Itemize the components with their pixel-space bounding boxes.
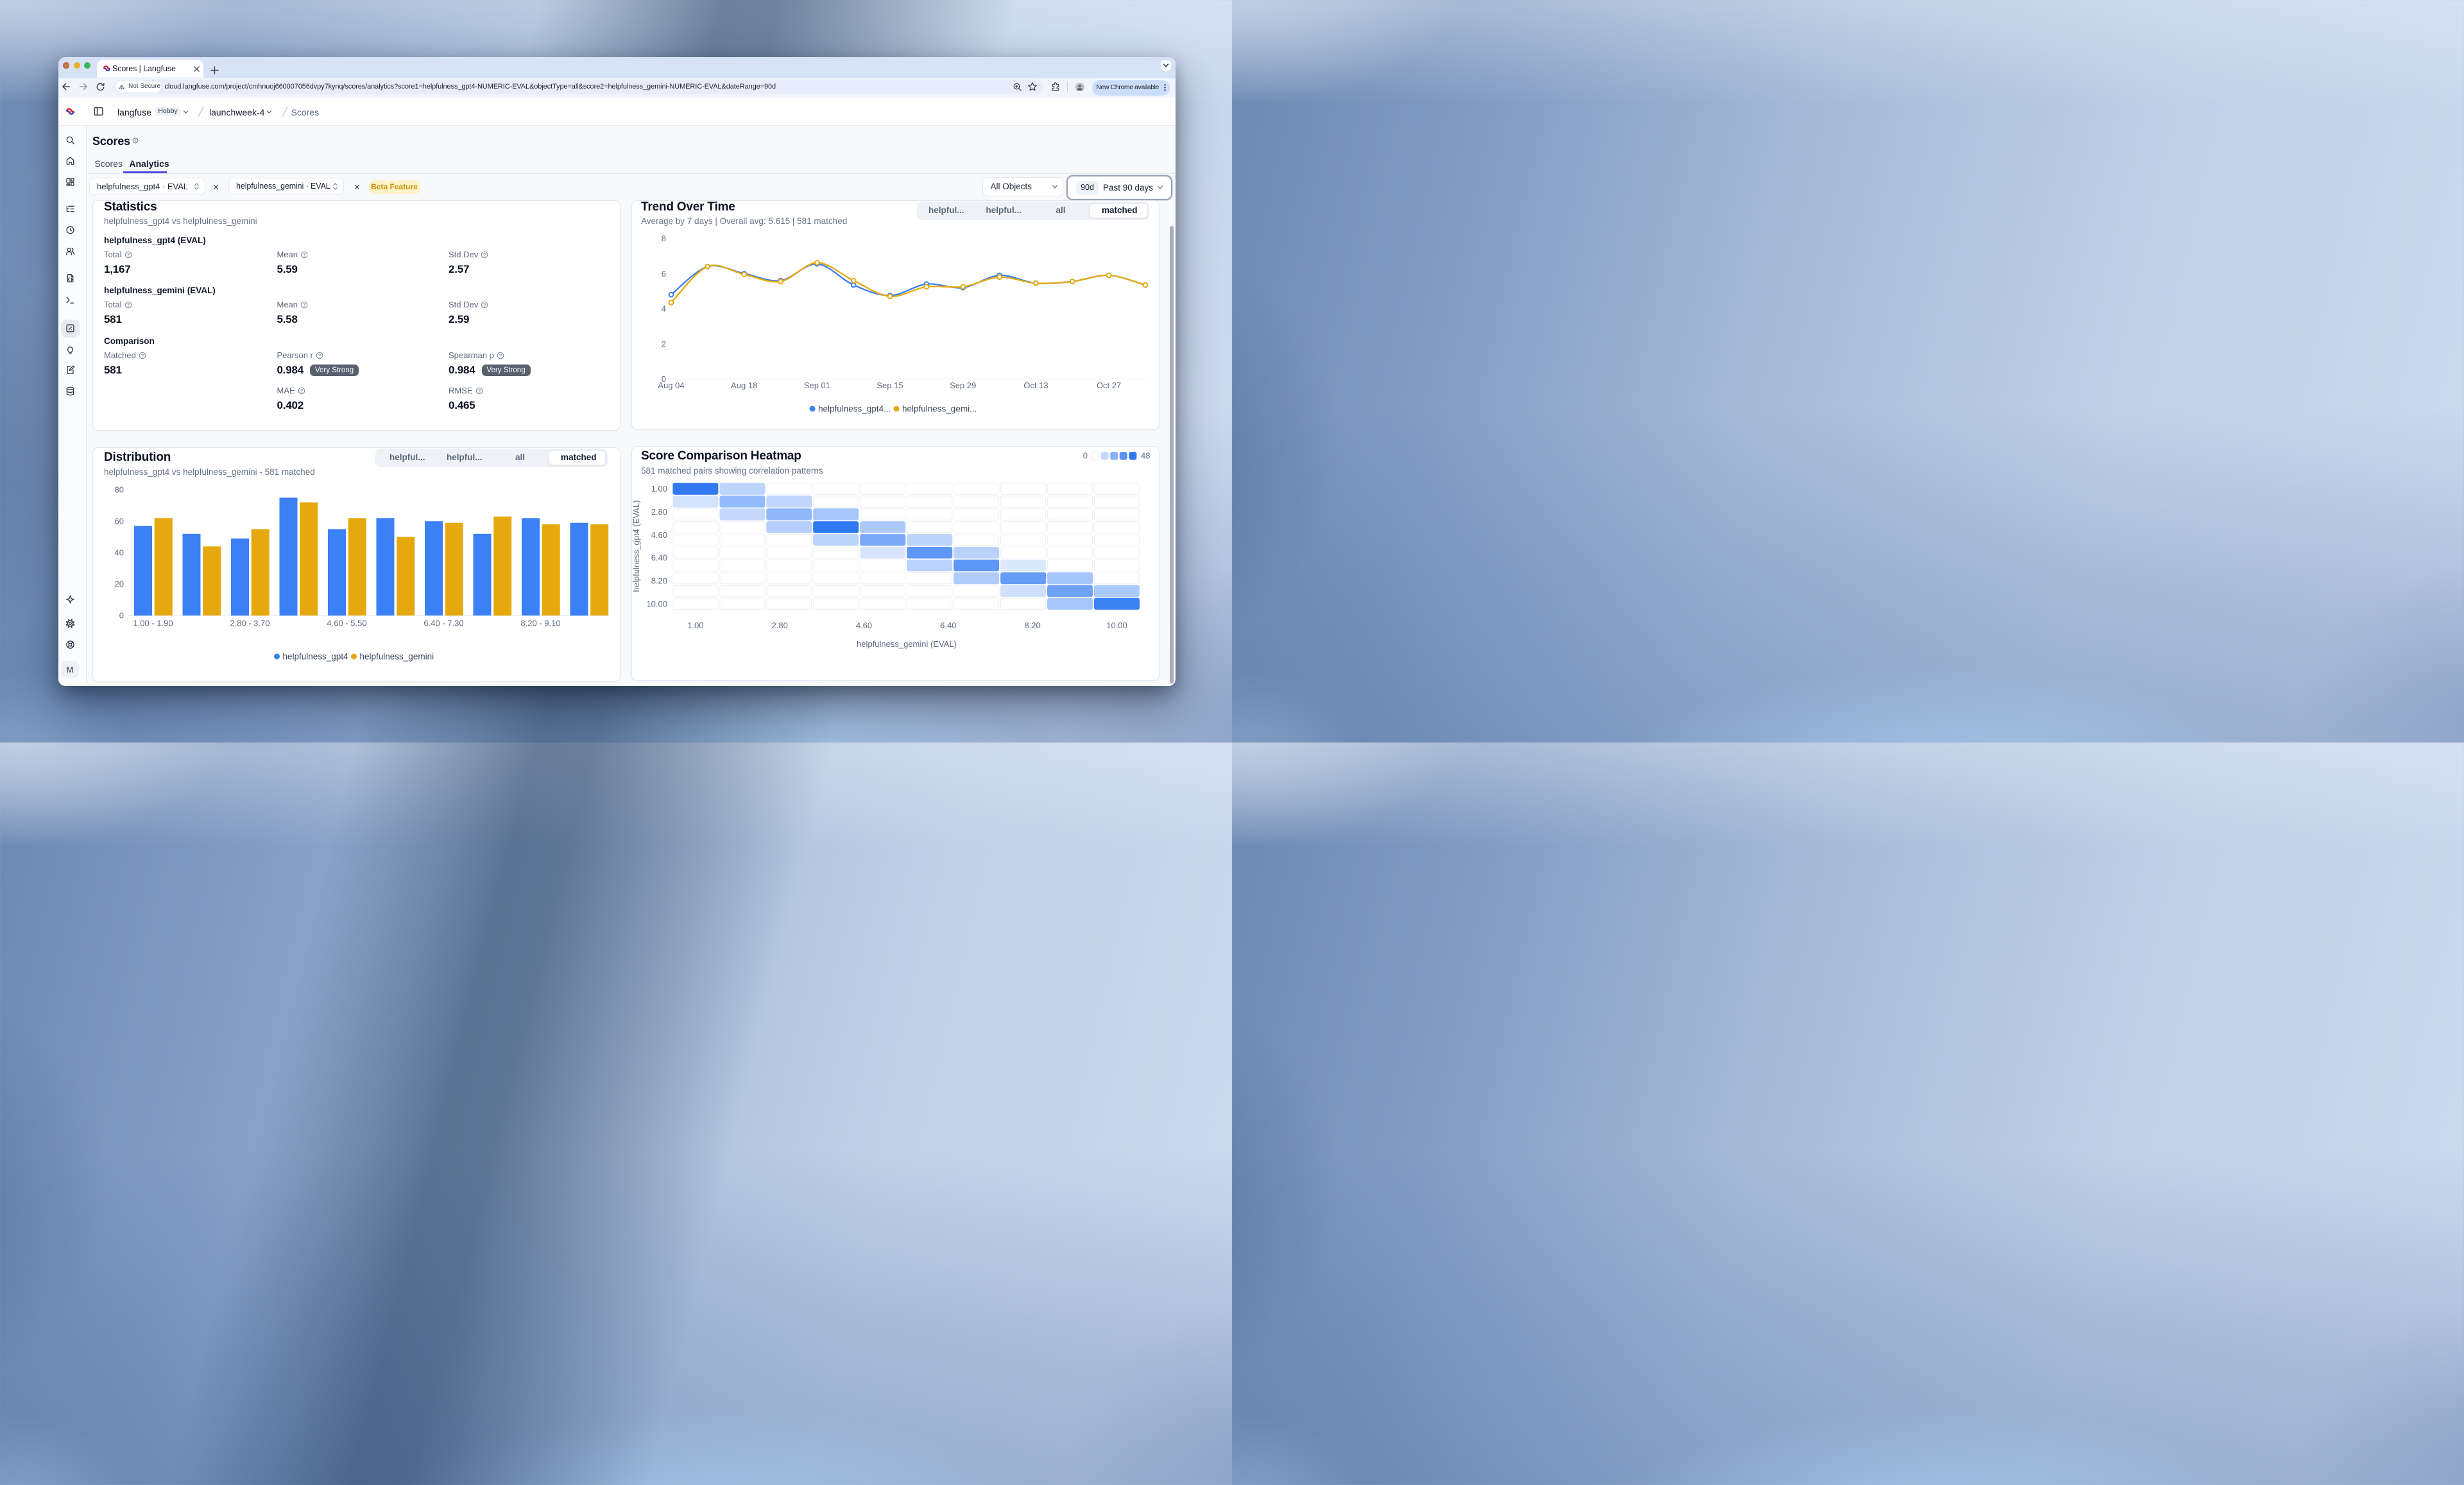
svg-text:helpfulness_gpt4 (EVAL): helpfulness_gpt4 (EVAL) xyxy=(631,501,641,592)
svg-text:2.80 - 3.70: 2.80 - 3.70 xyxy=(230,619,270,628)
svg-text:8.20 - 9.10: 8.20 - 9.10 xyxy=(520,619,560,628)
svg-text:helpfulness_gemi...: helpfulness_gemi... xyxy=(902,404,977,414)
svg-text:6.40 - 7.30: 6.40 - 7.30 xyxy=(424,619,463,628)
svg-text:6.40: 6.40 xyxy=(651,553,667,563)
svg-text:4.60: 4.60 xyxy=(856,621,872,630)
svg-text:helpfulness_gpt4...: helpfulness_gpt4... xyxy=(818,404,891,414)
svg-text:helpfulness_gemini (EVAL): helpfulness_gemini (EVAL) xyxy=(857,639,957,649)
svg-text:Aug 04: Aug 04 xyxy=(658,381,684,390)
svg-text:Oct 13: Oct 13 xyxy=(1023,381,1048,390)
svg-text:2.80: 2.80 xyxy=(772,621,788,630)
svg-text:Sep 01: Sep 01 xyxy=(804,381,830,390)
svg-text:Oct 27: Oct 27 xyxy=(1097,381,1121,390)
svg-text:helpfulness_gpt4: helpfulness_gpt4 xyxy=(283,652,349,662)
svg-text:Aug 18: Aug 18 xyxy=(731,381,757,390)
svg-text:8: 8 xyxy=(662,234,666,243)
svg-text:8.20: 8.20 xyxy=(1024,621,1040,630)
svg-text:6.40: 6.40 xyxy=(940,621,956,630)
svg-text:4: 4 xyxy=(662,304,666,314)
svg-text:40: 40 xyxy=(115,548,124,558)
svg-text:4.60 - 5.50: 4.60 - 5.50 xyxy=(327,619,366,628)
svg-text:48: 48 xyxy=(1141,451,1150,461)
svg-text:8.20: 8.20 xyxy=(651,576,667,586)
svg-text:60: 60 xyxy=(115,517,124,526)
svg-text:10.00: 10.00 xyxy=(1106,621,1127,630)
svg-text:4.60: 4.60 xyxy=(651,530,667,540)
svg-text:2: 2 xyxy=(662,339,666,348)
svg-text:1.00: 1.00 xyxy=(687,621,703,630)
svg-text:10.00: 10.00 xyxy=(646,599,667,608)
svg-text:1.00 - 1.90: 1.00 - 1.90 xyxy=(133,619,173,628)
svg-text:0: 0 xyxy=(119,611,124,621)
svg-text:6: 6 xyxy=(662,269,666,279)
svg-text:20: 20 xyxy=(115,579,124,589)
svg-text:80: 80 xyxy=(115,485,124,495)
svg-text:2.80: 2.80 xyxy=(651,507,667,517)
svg-text:Sep 29: Sep 29 xyxy=(950,381,976,390)
svg-text:1.00: 1.00 xyxy=(651,484,667,494)
svg-text:0: 0 xyxy=(662,374,666,384)
svg-text:0: 0 xyxy=(1083,451,1088,461)
svg-text:Sep 15: Sep 15 xyxy=(877,381,903,390)
svg-text:helpfulness_gemini: helpfulness_gemini xyxy=(360,652,434,662)
